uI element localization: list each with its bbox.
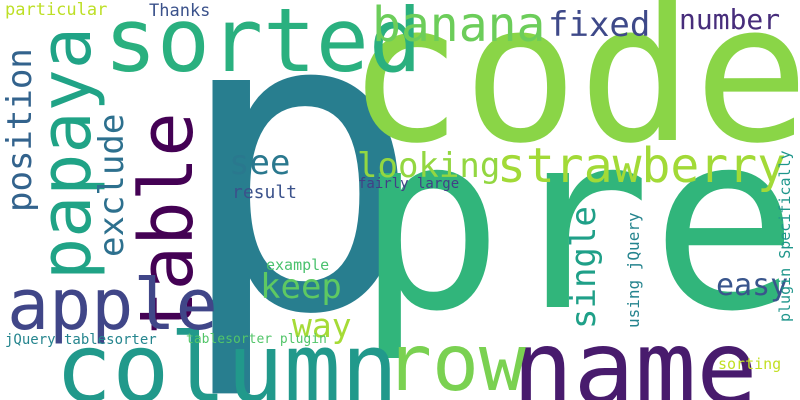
word-sorting: sorting [718,355,782,373]
word-strawberry: strawberry [497,138,786,194]
word-sorted: sorted [104,0,422,92]
word-pre: pre [356,80,799,365]
word-p: p [174,0,424,400]
word-row: row [385,319,526,400]
word-fairly-large: fairly large [358,176,460,192]
word-column: column [55,314,399,400]
word-way: way [292,306,352,345]
word-banana: banana [372,0,546,53]
word-tablesorter-plugin: tablesorter plugin [186,332,327,347]
word-result: result [232,182,298,203]
word-example: example [266,256,330,274]
word-see: see [229,143,291,183]
word-papaya: papaya [25,27,107,280]
word-position: position [0,48,40,212]
word-jquery-tablesorter: jQuery tablesorter [5,332,157,348]
word-code: code [347,0,800,186]
word-keep: keep [260,267,342,307]
word-plugin-specifically: plugin Specifically [776,150,794,322]
word-apple: apple [7,264,218,346]
word-name: name [512,309,758,400]
word-single: single [564,206,604,329]
word-particular: particular [5,0,108,20]
word-looking: looking [357,146,501,186]
word-thanks: Thanks [149,1,211,21]
word-using-jquery: using jQuery [624,212,643,328]
word-easy: easy [716,268,789,303]
word-fixed: fixed [548,5,651,45]
word-number: number [679,3,781,36]
word-exclude: exclude [92,113,132,257]
